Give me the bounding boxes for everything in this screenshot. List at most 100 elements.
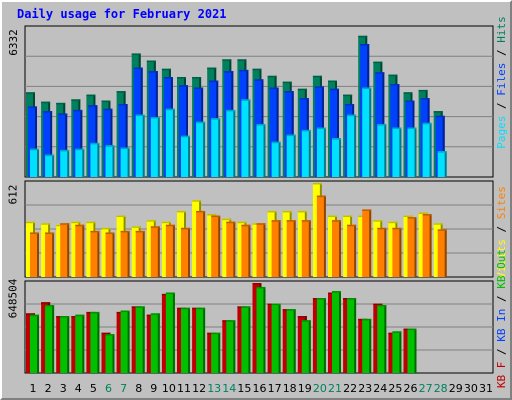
files-bar-top <box>103 108 113 111</box>
kbout-bar-top <box>301 320 311 322</box>
pages-bar <box>150 116 160 177</box>
visits-bar-top <box>116 215 126 218</box>
day-label: 28 <box>434 382 448 395</box>
sites-bar <box>271 220 281 277</box>
sites-bar-top <box>271 220 281 222</box>
pages-bar-shade <box>293 134 296 177</box>
pages-bar-shade <box>82 148 85 177</box>
files-bar <box>73 109 83 177</box>
pages-bar <box>241 99 251 177</box>
day-label: 25 <box>388 382 402 395</box>
visits-bar-top <box>343 215 353 218</box>
sites-bar-shade <box>399 227 402 277</box>
sites-bar-shade <box>67 223 70 277</box>
day-label: 17 <box>268 382 282 395</box>
sites-bar-top <box>437 229 447 231</box>
sites-bar-top <box>316 195 326 198</box>
files-bar <box>179 85 188 177</box>
kbout-bar-top <box>286 309 296 311</box>
files-bar-shade <box>95 105 98 177</box>
sites-bar <box>392 227 402 277</box>
sites-bar-shade <box>52 232 55 277</box>
kbout-bar-top <box>165 292 175 295</box>
sites-bar <box>362 209 372 277</box>
hits-bar-top <box>433 111 443 113</box>
day-label: 1 <box>30 382 37 395</box>
files-bar-top <box>420 98 430 100</box>
kbout-bar-top <box>60 316 70 318</box>
pages-bar-top <box>90 142 100 145</box>
day-label: 31 <box>479 382 493 395</box>
sites-bar-top <box>256 223 266 225</box>
hits-bar-top <box>312 75 322 78</box>
kbout-bar <box>196 307 206 373</box>
kbout-bar <box>301 320 311 373</box>
hits-bar-top <box>297 88 307 91</box>
kbout-bar-top <box>30 314 39 317</box>
day-label: 19 <box>298 382 312 395</box>
kbout-bar-shade <box>308 320 311 373</box>
hits-bar-top <box>101 100 111 103</box>
sites-bar-top <box>105 232 115 234</box>
files-bar-top <box>148 71 158 73</box>
day-label: 3 <box>60 382 67 395</box>
sites-bar-shade <box>308 220 311 277</box>
kbout-bar-shade <box>203 307 206 373</box>
sites-bar <box>241 224 251 277</box>
day-label: 12 <box>192 382 206 395</box>
sites-bar-top <box>392 227 402 230</box>
day-label: 27 <box>419 382 433 395</box>
sites-bar-top <box>241 224 251 227</box>
pages-bar-top <box>392 127 402 130</box>
pages-bar-top <box>181 135 190 138</box>
kbout-bar-top <box>241 306 251 308</box>
kbout-bar-top <box>181 307 190 310</box>
pages-bar-top <box>271 141 281 144</box>
kbout-bar-shade <box>414 328 417 373</box>
sites-bar <box>165 224 175 277</box>
pages-bar-shade <box>248 99 251 177</box>
kbout-bar-top <box>90 311 100 314</box>
kbout-bar-top <box>392 331 402 333</box>
kbout-bar <box>332 291 341 373</box>
hits-bar-top <box>26 92 35 94</box>
sites-bar-shade <box>157 226 160 277</box>
sites-bar <box>226 221 236 277</box>
day-label: 18 <box>283 382 297 395</box>
day-label: 15 <box>237 382 251 395</box>
pages-bar-shade <box>142 114 145 177</box>
sites-bar-shade <box>248 224 251 277</box>
files-bar-shade <box>186 85 188 177</box>
kbout-bar <box>60 316 70 373</box>
sites-bar-shade <box>97 230 100 277</box>
pages-bar <box>211 118 221 177</box>
kbout-bar <box>105 334 115 373</box>
sites-bar <box>332 220 341 277</box>
kbout-bar-top <box>196 307 206 310</box>
pages-bar-shade <box>97 142 100 177</box>
files-bar-top <box>345 104 355 106</box>
pages-bar-shade <box>444 151 447 177</box>
files-bar-top <box>390 84 400 86</box>
hits-bar-top <box>86 94 96 97</box>
hits-bar-top <box>161 68 171 71</box>
kbout-bar-shade <box>142 306 145 373</box>
pages-bar-top <box>196 121 206 124</box>
pages-bar-top <box>362 87 372 90</box>
sites-bar <box>256 223 266 277</box>
visits-bar-top <box>207 214 217 216</box>
sites-bar <box>30 232 39 277</box>
visits-bar-top <box>101 227 111 230</box>
kbout-bar-top <box>271 303 281 306</box>
kbout-bar-shade <box>384 304 387 373</box>
pages-bar <box>105 145 115 177</box>
kbout-bar <box>165 292 175 373</box>
visits-bar-top <box>41 223 51 225</box>
files-bar <box>435 115 445 177</box>
sites-bar <box>301 220 311 277</box>
pages-bar <box>332 138 341 177</box>
pages-bar-top <box>407 127 417 130</box>
files-bar-shade <box>337 88 339 177</box>
sites-bar-shade <box>323 195 326 277</box>
